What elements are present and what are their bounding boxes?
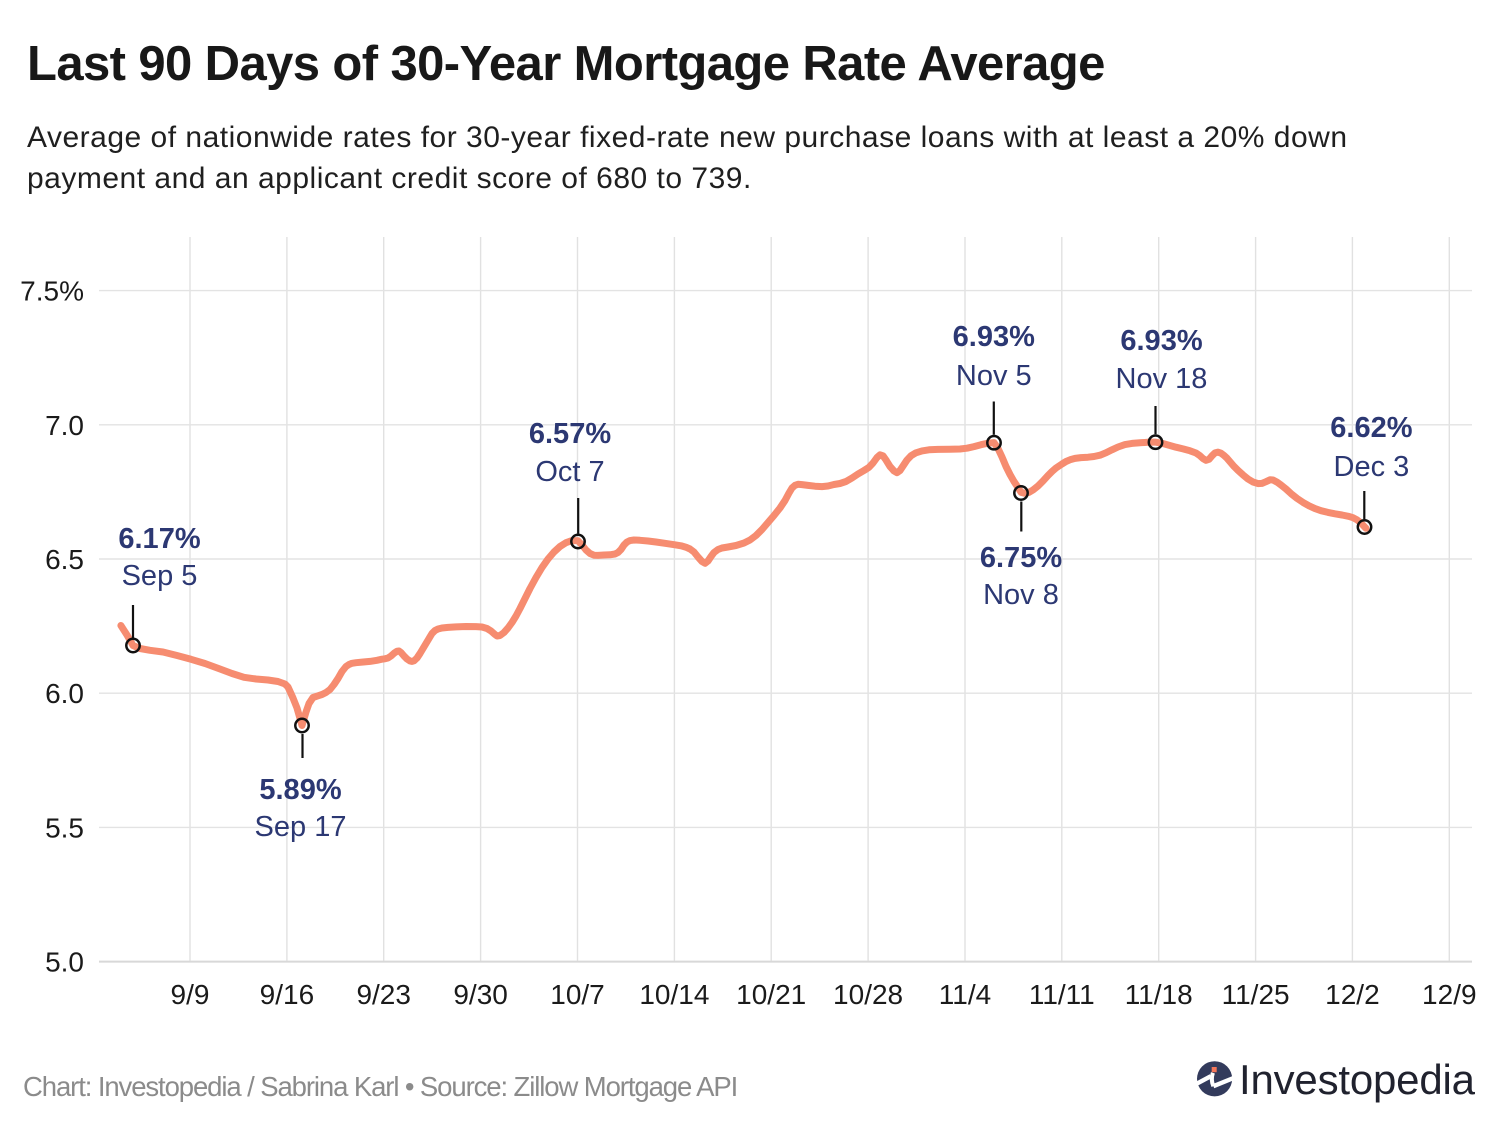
svg-text:Oct 7: Oct 7 — [535, 456, 604, 488]
svg-text:5.0: 5.0 — [45, 947, 84, 978]
svg-text:5.5: 5.5 — [45, 812, 84, 843]
svg-text:7.5%: 7.5% — [20, 276, 84, 307]
svg-text:10/21: 10/21 — [736, 979, 806, 1010]
svg-text:9/16: 9/16 — [260, 979, 315, 1010]
svg-text:12/9: 12/9 — [1422, 979, 1477, 1010]
svg-text:9/9: 9/9 — [171, 979, 210, 1010]
svg-text:6.17%: 6.17% — [118, 523, 200, 555]
svg-text:11/25: 11/25 — [1222, 979, 1290, 1010]
svg-text:10/14: 10/14 — [639, 979, 709, 1010]
svg-text:5.89%: 5.89% — [259, 774, 341, 806]
svg-text:Investopedia: Investopedia — [1239, 1056, 1476, 1103]
svg-text:11/11: 11/11 — [1029, 979, 1095, 1010]
svg-text:7.0: 7.0 — [45, 410, 84, 441]
svg-text:11/4: 11/4 — [939, 979, 991, 1010]
svg-text:Sep 17: Sep 17 — [255, 811, 347, 843]
svg-text:Nov 18: Nov 18 — [1116, 363, 1208, 395]
svg-text:11/18: 11/18 — [1125, 979, 1193, 1010]
svg-text:9/30: 9/30 — [453, 979, 508, 1010]
svg-text:6.5: 6.5 — [45, 544, 84, 575]
svg-text:Last 90 Days of 30-Year Mortga: Last 90 Days of 30-Year Mortgage Rate Av… — [27, 37, 1105, 91]
svg-text:6.62%: 6.62% — [1330, 412, 1412, 444]
svg-text:9/23: 9/23 — [356, 979, 411, 1010]
svg-text:6.93%: 6.93% — [953, 321, 1035, 353]
svg-text:10/7: 10/7 — [550, 979, 605, 1010]
svg-text:Nov 5: Nov 5 — [956, 360, 1032, 392]
svg-text:Chart: Investopedia / Sabrina: Chart: Investopedia / Sabrina Karl • Sou… — [23, 1071, 737, 1102]
svg-text:Sep 5: Sep 5 — [122, 560, 198, 592]
svg-text:6.57%: 6.57% — [529, 418, 611, 450]
svg-text:10/28: 10/28 — [833, 979, 903, 1010]
svg-text:payment and an applicant credi: payment and an applicant credit score of… — [27, 162, 752, 195]
svg-text:Dec 3: Dec 3 — [1334, 451, 1410, 483]
svg-text:6.75%: 6.75% — [980, 542, 1062, 574]
svg-text:6.0: 6.0 — [45, 678, 84, 709]
svg-text:12/2: 12/2 — [1325, 979, 1380, 1010]
svg-text:6.93%: 6.93% — [1120, 325, 1202, 357]
svg-text:Average of nationwide rates fo: Average of nationwide rates for 30-year … — [27, 121, 1348, 154]
svg-text:Nov 8: Nov 8 — [983, 579, 1059, 611]
